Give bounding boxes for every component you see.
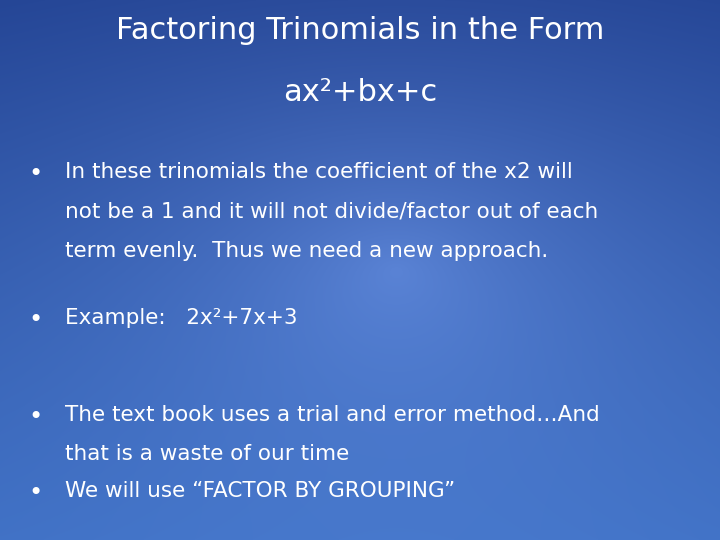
Text: •: • — [29, 162, 43, 186]
Text: In these trinomials the coefficient of the x2 will: In these trinomials the coefficient of t… — [65, 162, 572, 182]
Text: Factoring Trinomials in the Form: Factoring Trinomials in the Form — [116, 16, 604, 45]
Text: not be a 1 and it will not divide/factor out of each: not be a 1 and it will not divide/factor… — [65, 201, 598, 221]
Text: •: • — [29, 308, 43, 332]
Text: The text book uses a trial and error method…And: The text book uses a trial and error met… — [65, 405, 600, 425]
Text: term evenly.  Thus we need a new approach.: term evenly. Thus we need a new approach… — [65, 241, 548, 261]
Text: Example:   2x²+7x+3: Example: 2x²+7x+3 — [65, 308, 297, 328]
Text: ax²+bx+c: ax²+bx+c — [283, 78, 437, 107]
Text: We will use “FACTOR BY GROUPING”: We will use “FACTOR BY GROUPING” — [65, 481, 455, 501]
Text: that is a waste of our time: that is a waste of our time — [65, 444, 349, 464]
Text: •: • — [29, 405, 43, 429]
Text: •: • — [29, 481, 43, 504]
